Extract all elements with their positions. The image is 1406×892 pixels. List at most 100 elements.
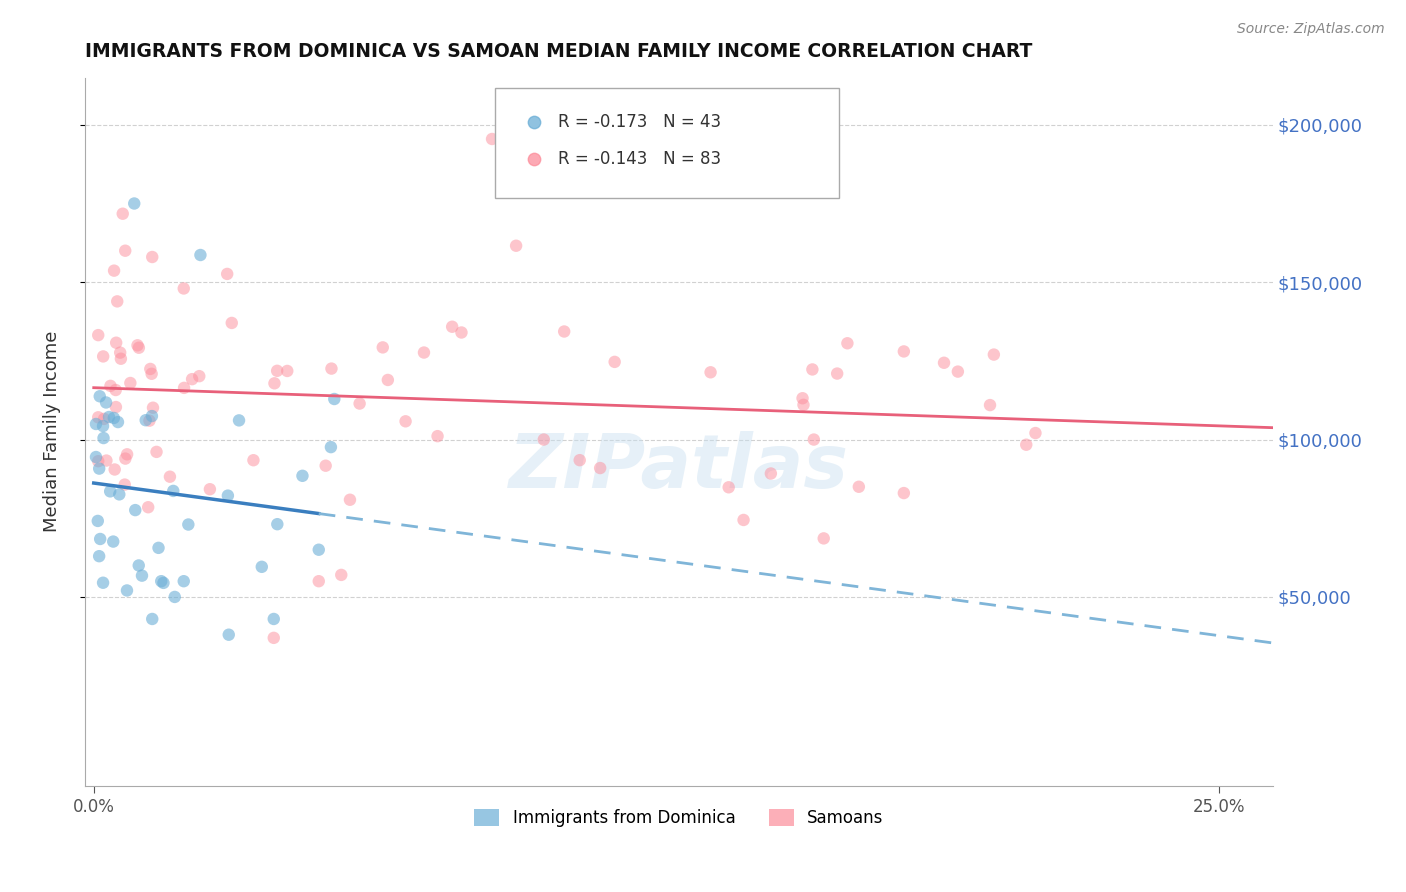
Point bbox=[84, 450, 107, 464]
Point bbox=[848, 480, 870, 494]
Point bbox=[91, 350, 114, 364]
Point bbox=[553, 325, 575, 339]
Point bbox=[813, 532, 835, 546]
Point bbox=[589, 461, 612, 475]
Point bbox=[108, 345, 131, 359]
Point bbox=[111, 207, 134, 221]
Point bbox=[315, 458, 337, 473]
Point bbox=[250, 559, 273, 574]
Text: Source: ZipAtlas.com: Source: ZipAtlas.com bbox=[1237, 22, 1385, 37]
Point bbox=[87, 328, 110, 343]
Point bbox=[426, 429, 449, 443]
Point bbox=[114, 477, 136, 491]
Text: IMMIGRANTS FROM DOMINICA VS SAMOAN MEDIAN FAMILY INCOME CORRELATION CHART: IMMIGRANTS FROM DOMINICA VS SAMOAN MEDIA… bbox=[84, 42, 1032, 61]
Point bbox=[139, 362, 162, 376]
Point bbox=[321, 361, 343, 376]
Point bbox=[181, 372, 204, 386]
Point bbox=[114, 451, 136, 466]
Point bbox=[198, 482, 221, 496]
Point bbox=[394, 414, 416, 428]
Point bbox=[89, 532, 111, 546]
Point bbox=[263, 631, 285, 645]
Point bbox=[173, 574, 195, 589]
Point bbox=[825, 367, 848, 381]
Point bbox=[242, 453, 264, 467]
Point bbox=[893, 344, 915, 359]
Point bbox=[152, 575, 174, 590]
Point bbox=[413, 345, 436, 359]
Point bbox=[263, 612, 285, 626]
Point bbox=[759, 467, 782, 481]
Point bbox=[323, 392, 346, 406]
Point bbox=[371, 340, 394, 354]
Point bbox=[141, 612, 163, 626]
Point bbox=[89, 461, 111, 475]
Point bbox=[837, 336, 859, 351]
Point bbox=[263, 376, 285, 391]
Point bbox=[89, 389, 111, 403]
Point bbox=[801, 362, 824, 376]
Point bbox=[105, 294, 128, 309]
Point bbox=[141, 367, 163, 381]
Point bbox=[932, 356, 955, 370]
Text: R = -0.173   N = 43: R = -0.173 N = 43 bbox=[558, 113, 721, 131]
Point bbox=[114, 244, 136, 258]
Point bbox=[93, 412, 115, 426]
Point bbox=[792, 398, 814, 412]
Point bbox=[89, 549, 111, 564]
Point bbox=[450, 326, 472, 340]
Point bbox=[505, 238, 527, 252]
Point bbox=[94, 395, 117, 409]
Point bbox=[979, 398, 1001, 412]
Point bbox=[217, 489, 239, 503]
Point bbox=[136, 500, 159, 515]
Point bbox=[1024, 425, 1046, 440]
Point bbox=[98, 484, 121, 499]
Point bbox=[221, 316, 243, 330]
Point bbox=[893, 486, 915, 500]
Point bbox=[218, 628, 240, 642]
Legend: Immigrants from Dominica, Samoans: Immigrants from Dominica, Samoans bbox=[468, 803, 890, 834]
Point bbox=[377, 373, 399, 387]
Point bbox=[983, 348, 1005, 362]
Point bbox=[105, 335, 128, 350]
Point bbox=[173, 381, 195, 395]
Point bbox=[568, 453, 591, 467]
Text: ZIPatlas: ZIPatlas bbox=[509, 431, 849, 504]
Point bbox=[124, 503, 146, 517]
Point bbox=[98, 409, 121, 424]
Point bbox=[148, 541, 170, 555]
Point bbox=[150, 574, 173, 589]
Point bbox=[228, 413, 250, 427]
Point bbox=[177, 517, 200, 532]
Point bbox=[533, 433, 555, 447]
Point bbox=[291, 468, 314, 483]
Point bbox=[138, 414, 160, 428]
Point bbox=[87, 410, 110, 425]
Point bbox=[87, 514, 110, 528]
Point bbox=[190, 248, 212, 262]
Point bbox=[603, 355, 626, 369]
FancyBboxPatch shape bbox=[495, 88, 839, 198]
Point bbox=[142, 401, 165, 415]
Point bbox=[104, 383, 127, 397]
Point bbox=[173, 281, 195, 295]
Point bbox=[330, 568, 353, 582]
Point bbox=[100, 379, 122, 393]
Point bbox=[159, 469, 181, 483]
Point bbox=[733, 513, 755, 527]
Point bbox=[91, 419, 114, 434]
Point bbox=[217, 267, 239, 281]
Point bbox=[141, 409, 163, 423]
Point bbox=[946, 365, 969, 379]
Point bbox=[93, 431, 115, 445]
Point bbox=[115, 583, 138, 598]
Point bbox=[1015, 438, 1038, 452]
Point bbox=[145, 445, 167, 459]
Point bbox=[792, 391, 814, 405]
Point bbox=[308, 542, 330, 557]
Point bbox=[131, 568, 153, 582]
Point bbox=[163, 590, 186, 604]
Point bbox=[128, 558, 150, 573]
Point bbox=[96, 453, 118, 467]
